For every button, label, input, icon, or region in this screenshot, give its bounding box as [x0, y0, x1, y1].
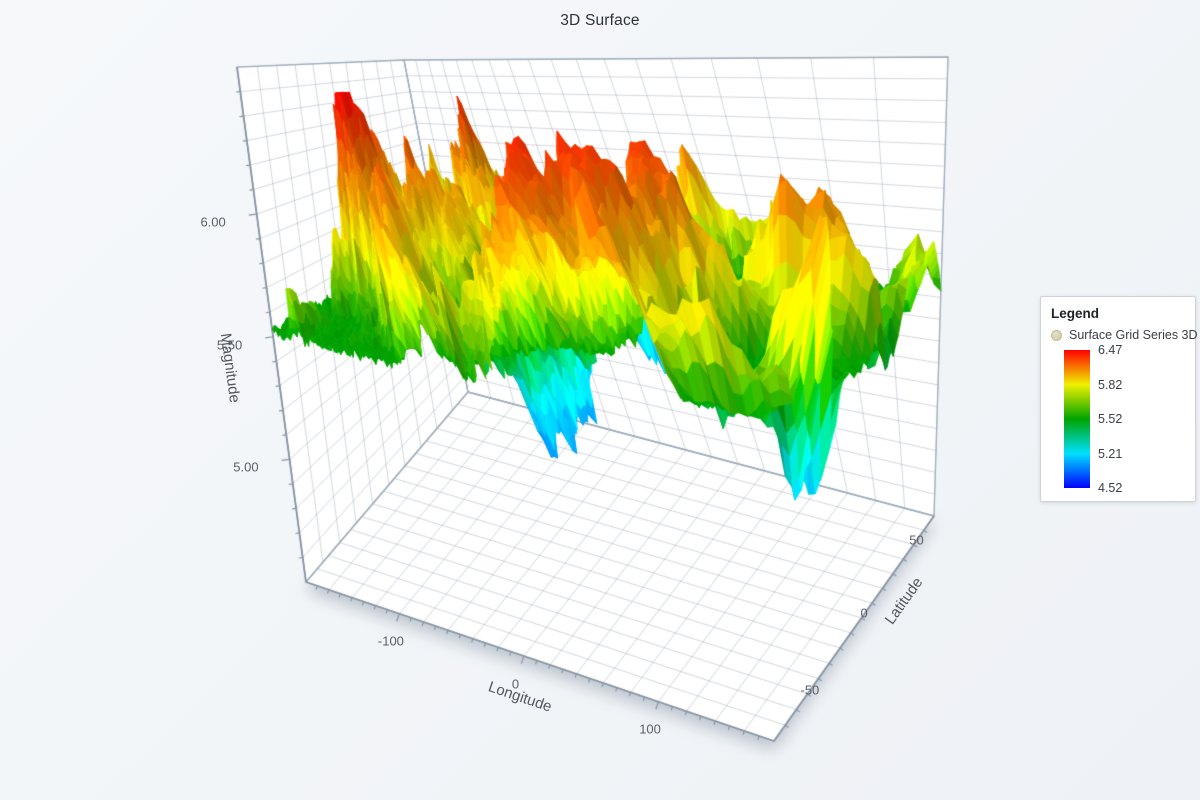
color-scale-value: 5.52	[1098, 412, 1123, 426]
legend-title: Legend	[1051, 306, 1100, 321]
color-scale-value: 5.21	[1098, 446, 1123, 461]
color-scale-value: 5.82	[1098, 377, 1123, 392]
series-label: Surface Grid Series 3D	[1069, 328, 1198, 342]
chart-title: 3D Surface	[560, 12, 640, 29]
series-bullet-icon[interactable]	[1051, 329, 1062, 341]
color-scale-bar	[1064, 350, 1090, 488]
color-scale-value: 4.52	[1098, 481, 1123, 495]
legend-series-item[interactable]: Surface Grid Series 3D	[1051, 328, 1198, 342]
color-scale-value: 6.47	[1098, 343, 1123, 357]
legend-panel: Legend Surface Grid Series 3D 6.47 5.82 5.…	[1040, 296, 1198, 502]
legend-color-scale: 6.47 5.82 5.52 5.21 4.52	[1064, 343, 1185, 495]
color-scale-labels: 6.47 5.82 5.52 5.21 4.52	[1098, 343, 1158, 495]
